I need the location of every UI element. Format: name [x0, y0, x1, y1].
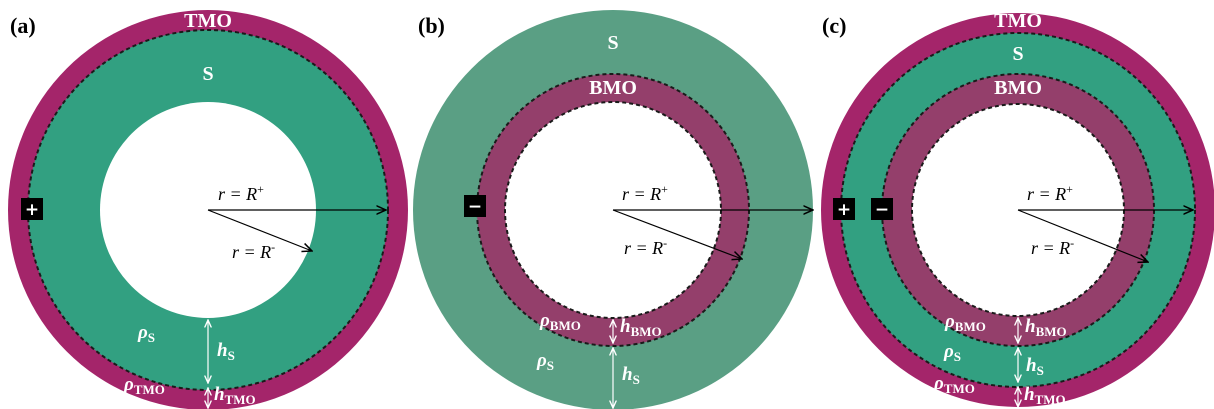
rho-s-label: ρS — [943, 341, 961, 364]
r-minus-label: r = R- — [624, 236, 667, 258]
svg-text:+: + — [25, 200, 39, 220]
h-s-label: hS — [217, 340, 235, 363]
r-minus-label: r = R- — [1031, 236, 1074, 258]
panel-label: (b) — [418, 13, 445, 38]
r-minus-arrow — [1017, 209, 1148, 262]
layer-label-bmo: BMO — [589, 77, 637, 99]
h-bmo-label: hBMO — [1025, 316, 1067, 339]
plus-sign: + — [833, 198, 855, 220]
rho-tmo-label: ρTMO — [123, 374, 165, 397]
layer-label-s: S — [202, 63, 213, 85]
h-bmo-label: hBMO — [620, 316, 662, 339]
h-tmo-label: hTMO — [214, 384, 256, 407]
layer-label-s: S — [1012, 43, 1023, 65]
rho-s-label: ρS — [536, 350, 554, 373]
r-plus-label: r = R+ — [1027, 182, 1073, 204]
svg-text:−: − — [468, 197, 482, 217]
layer-label-tmo: TMO — [994, 10, 1042, 32]
svg-text:−: − — [875, 200, 889, 220]
layer-label-bmo: BMO — [994, 77, 1042, 99]
rho-s-label: ρS — [137, 322, 155, 345]
rho-bmo-label: ρBMO — [944, 311, 986, 334]
h-tmo-label: hTMO — [1024, 384, 1066, 407]
svg-text:+: + — [837, 200, 851, 220]
h-s-label: hS — [622, 364, 640, 387]
panel-label: (c) — [822, 13, 846, 38]
panel-b: (b) S BMO − r = R+ r = R- ρBMO hBMO ρS h… — [413, 10, 813, 409]
r-minus-arrow — [612, 209, 742, 259]
minus-sign: − — [871, 198, 893, 220]
panel-a: (a) TMO S + r = R+ r = R- ρS hS ρTMO hTM… — [8, 10, 408, 409]
panel-label: (a) — [10, 13, 36, 38]
r-plus-label: r = R+ — [218, 182, 264, 204]
minus-sign: − — [464, 195, 486, 217]
r-minus-label: r = R- — [232, 240, 275, 262]
rho-bmo-label: ρBMO — [539, 310, 581, 333]
panel-c: (c) TMO S BMO + − r = R+ r = R- ρBMO hBM… — [821, 10, 1214, 407]
layer-label-tmo: TMO — [184, 10, 232, 32]
plus-sign: + — [21, 198, 43, 220]
r-plus-label: r = R+ — [622, 182, 668, 204]
h-s-label: hS — [1026, 355, 1044, 378]
rho-tmo-label: ρTMO — [933, 373, 975, 396]
layer-label-s: S — [607, 32, 618, 54]
r-minus-arrow — [207, 209, 312, 251]
